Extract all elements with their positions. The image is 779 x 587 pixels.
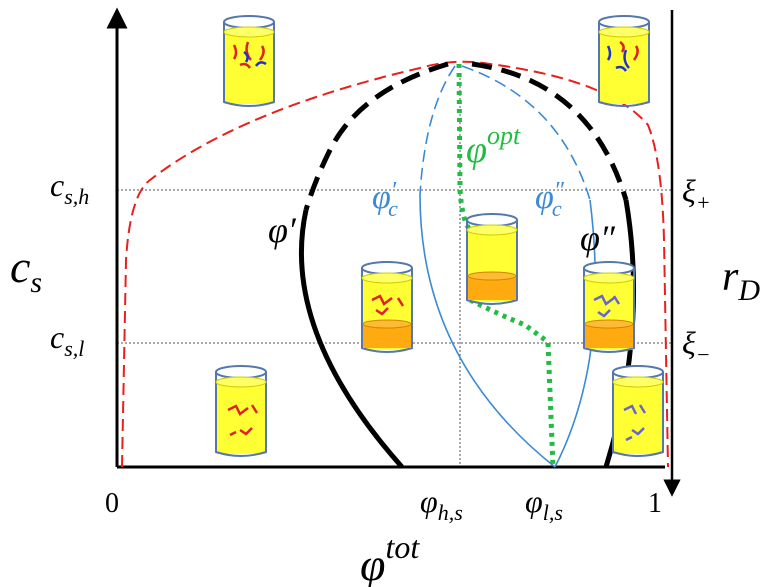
x-tick-label: φl,s xyxy=(525,483,563,525)
x-tick-label: 1 xyxy=(648,488,662,519)
curve-label: φ′ xyxy=(268,210,297,250)
phase-diagram: cs φtot rD 0 φh,s φl,s 1 cs,h cs,l ξ+ ξ−… xyxy=(0,0,779,587)
right-tick-label: ξ− xyxy=(682,325,711,367)
y-axis-label: cs xyxy=(10,241,42,299)
curve-label: φ′c xyxy=(372,178,398,221)
x-axis-label: φtot xyxy=(360,529,420,587)
curve-label: φ″ xyxy=(580,218,616,258)
x-tick-label: 0 xyxy=(105,488,119,519)
curve-label: φ″c xyxy=(535,178,565,221)
right-tick-label: ξ+ xyxy=(682,173,711,215)
y-tick-label: cs,h xyxy=(50,167,89,209)
x-tick-label: φh,s xyxy=(420,483,463,525)
right-axis-label: rD xyxy=(722,254,760,307)
y-tick-label: cs,l xyxy=(50,319,84,361)
curve-label: φopt xyxy=(466,121,521,171)
